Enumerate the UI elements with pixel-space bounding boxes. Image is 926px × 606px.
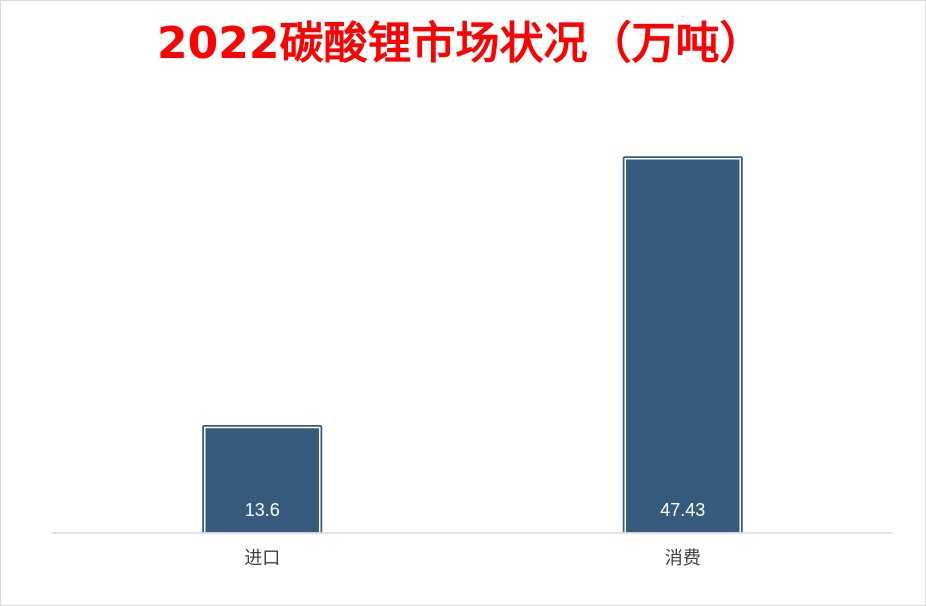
data-label-2: 47.43	[660, 500, 705, 520]
x-tick-label-1: 进口	[244, 548, 280, 569]
bar-2-inner-outline	[624, 157, 741, 534]
x-tick-label-2: 消费	[665, 548, 701, 569]
data-label-1: 13.6	[245, 500, 280, 520]
chart-title: 2022碳酸锂市场状况（万吨）	[157, 18, 764, 69]
bar-1-inner-outline	[204, 426, 321, 534]
